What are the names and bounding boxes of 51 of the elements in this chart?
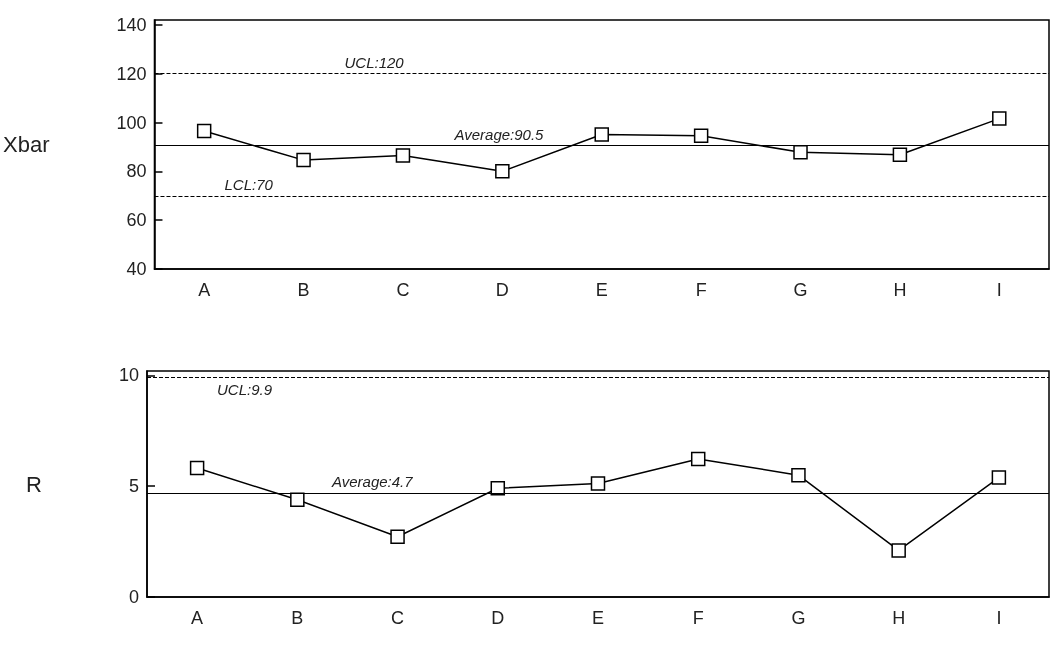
y-tick-label: 5 <box>128 476 139 497</box>
point <box>495 164 510 179</box>
ref-line-label: Average:4.7 <box>331 472 414 490</box>
x-tick-label: C <box>396 280 410 300</box>
point <box>791 467 806 483</box>
x-tick-label: A <box>198 280 211 300</box>
ref-line-label: LCL:70 <box>224 175 274 193</box>
y-axis-title: Xbar <box>2 132 50 157</box>
ref-line-label: UCL:9.9 <box>217 380 273 398</box>
y-tick-label: 10 <box>118 365 139 386</box>
x-tick-label: A <box>191 608 204 628</box>
x-tick-label: F <box>695 280 707 300</box>
point <box>296 152 311 168</box>
x-tick-label: G <box>793 280 808 300</box>
y-tick-label: 60 <box>126 210 147 231</box>
point <box>693 128 709 143</box>
point <box>390 529 405 544</box>
y-tick-label: 80 <box>126 161 147 182</box>
x-tick-label: B <box>297 280 310 300</box>
y-tick-label: 0 <box>128 587 139 607</box>
point <box>395 148 411 163</box>
point <box>991 470 1007 485</box>
point <box>196 123 212 139</box>
x-tick-label: B <box>291 608 304 628</box>
y-tick-label: 120 <box>116 63 147 84</box>
ref-line-label: Average:90.5 <box>453 125 545 143</box>
x-tick-label: I <box>996 608 1002 628</box>
point <box>793 145 808 160</box>
x-tick-label: D <box>491 608 505 628</box>
x-tick-label: H <box>893 280 907 300</box>
point <box>594 127 609 142</box>
x-tick-label: H <box>892 608 906 628</box>
y-tick-label: 40 <box>126 259 147 279</box>
x-tick-label: D <box>495 280 509 300</box>
y-tick-label: 140 <box>116 14 147 35</box>
x-tick-label: C <box>391 608 405 628</box>
point <box>690 451 706 467</box>
x-tick-label: G <box>791 608 806 628</box>
point <box>992 111 1007 126</box>
point <box>891 543 906 558</box>
x-tick-label: E <box>595 280 608 300</box>
y-axis-title: R <box>26 471 42 497</box>
x-tick-label: E <box>591 608 605 628</box>
point <box>892 147 908 162</box>
y-tick-label: 100 <box>116 112 147 133</box>
point <box>189 460 205 476</box>
point <box>590 476 606 491</box>
x-tick-label: F <box>692 608 704 628</box>
ref-line-label: UCL:120 <box>344 53 405 71</box>
x-tick-label: I <box>996 280 1002 300</box>
point <box>290 492 305 507</box>
